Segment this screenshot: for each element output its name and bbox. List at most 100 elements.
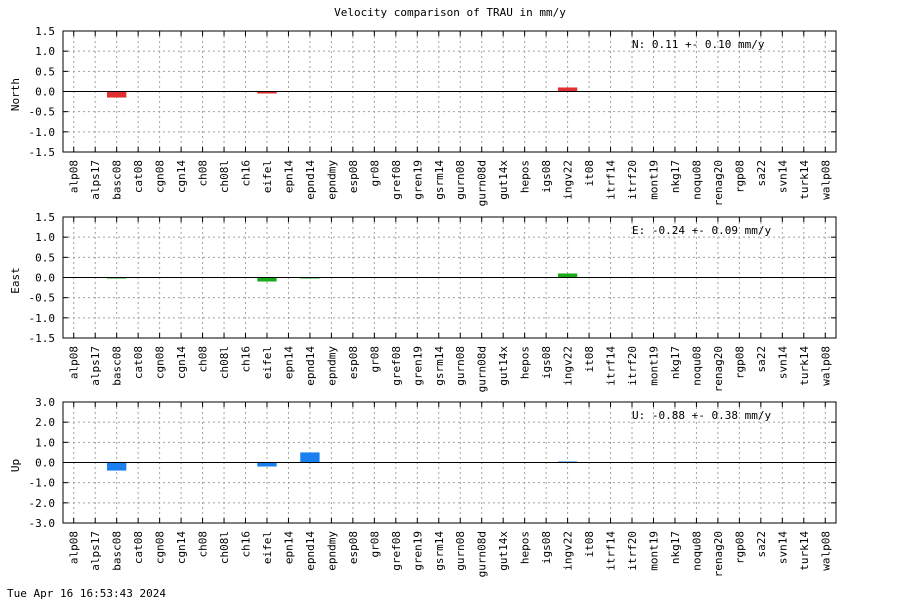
x-tick-label: ingv22: [562, 346, 575, 386]
x-tick-label: walp08: [819, 160, 832, 200]
y-axis-label: East: [9, 267, 22, 294]
x-tick-label: itrf14: [605, 346, 618, 386]
x-tick-label: itrf14: [605, 531, 618, 571]
x-tick-label: gref08: [390, 346, 403, 386]
x-tick-label: gren19: [411, 531, 424, 571]
x-tick-label: igs08: [540, 346, 553, 379]
x-tick-label: epn14: [282, 531, 295, 564]
x-tick-label: renag20: [712, 346, 725, 392]
x-tick-label: alp08: [68, 160, 81, 193]
x-tick-label: basc08: [111, 346, 124, 386]
x-tick-label: renag20: [712, 531, 725, 577]
east-panel: -1.5 -1.0 -0.5 0.0 0.5 1.0 1.5 alp08 alps17 basc0…: [9, 211, 837, 392]
x-tick-label: ch08: [197, 160, 210, 187]
y-tick-label: -1.0: [29, 477, 56, 490]
bar-eifel: [257, 462, 277, 467]
x-tick-label: it08: [583, 531, 596, 558]
bar-eifel: [257, 277, 277, 282]
x-tick-label: ch08l: [218, 531, 231, 564]
x-tick-label: alps17: [89, 160, 102, 200]
up-panel: -3.0 -2.0 -1.0 0.0 1.0 2.0 3.0 alp08 alps17 basc0…: [9, 396, 837, 577]
x-tick-label: gr08: [368, 160, 381, 187]
y-tick-label: -1.5: [29, 332, 56, 345]
x-tick-label: sa22: [755, 346, 768, 373]
x-tick-label: epnd14: [304, 160, 317, 200]
x-tick-label: cgn08: [154, 160, 167, 193]
x-tick-label: turk14: [798, 160, 811, 200]
bar-ingv22: [557, 273, 578, 278]
velocity-annotation: U: -0.88 +- 0.38 mm/y: [632, 409, 771, 422]
x-tick-label: ch08: [197, 346, 210, 373]
x-tick-label: esp08: [347, 160, 360, 193]
x-tick-label: gren19: [411, 160, 424, 200]
x-tick-label: cat08: [132, 531, 145, 564]
y-tick-label: -0.5: [29, 292, 56, 305]
x-tick-label: nkg17: [669, 531, 682, 564]
x-tick-label: mont19: [647, 160, 660, 200]
x-tick-label: gurn08: [454, 160, 467, 200]
x-tick-label: cgn14: [175, 531, 188, 564]
velocity-annotation: E: -0.24 +- 0.09 mm/y: [632, 224, 771, 237]
x-tick-label: ch16: [240, 346, 253, 373]
x-tick-label: sa22: [755, 160, 768, 187]
y-tick-label: -1.5: [29, 146, 56, 159]
y-axis-label: North: [9, 78, 22, 111]
x-tick-label: gsrm14: [433, 160, 446, 200]
x-tick-label: epndmy: [325, 346, 338, 386]
x-tick-label: gurn08: [454, 531, 467, 571]
y-tick-label: 1.0: [35, 436, 55, 449]
x-tick-label: alp08: [68, 531, 81, 564]
x-tick-label: alps17: [89, 531, 102, 571]
x-tick-label: gut14x: [497, 531, 510, 571]
x-tick-label: esp08: [347, 346, 360, 379]
x-tick-label: cgn08: [154, 531, 167, 564]
x-tick-label: epn14: [282, 160, 295, 193]
x-tick-label: epndmy: [325, 160, 338, 200]
x-tick-label: epn14: [282, 346, 295, 379]
x-tick-label: basc08: [111, 160, 124, 200]
x-tick-label: epnd14: [304, 531, 317, 571]
x-tick-label: epnd14: [304, 346, 317, 386]
y-tick-label: 0.0: [35, 86, 55, 99]
x-tick-label: gr08: [368, 346, 381, 373]
bar-ingv22: [557, 461, 578, 463]
x-tick-label: ch16: [240, 531, 253, 558]
x-tick-label: eifel: [261, 160, 274, 193]
y-tick-label: -3.0: [29, 517, 56, 530]
bar-eifel: [257, 91, 277, 94]
y-tick-label: 1.5: [35, 25, 55, 38]
x-tick-label: gref08: [390, 531, 403, 571]
x-tick-label: alps17: [89, 346, 102, 386]
x-tick-label: ch08l: [218, 160, 231, 193]
y-tick-label: 0.0: [35, 272, 55, 285]
y-tick-label: 2.0: [35, 416, 55, 429]
x-tick-label: gurn08d: [476, 160, 489, 206]
x-tick-label: itrf20: [626, 531, 639, 571]
y-tick-label: -1.0: [29, 312, 56, 325]
chart-title: Velocity comparison of TRAU in mm/y: [334, 6, 566, 19]
x-tick-label: it08: [583, 346, 596, 373]
x-tick-label: nkg17: [669, 346, 682, 379]
x-tick-label: turk14: [798, 531, 811, 571]
x-tick-label: ch08: [197, 531, 210, 558]
bar-basc08: [107, 91, 127, 98]
x-tick-label: gurn08d: [476, 531, 489, 577]
x-tick-label: gsrm14: [433, 531, 446, 571]
x-tick-label: ingv22: [562, 160, 575, 200]
x-tick-label: eifel: [261, 346, 274, 379]
x-tick-label: turk14: [798, 346, 811, 386]
north-panel: -1.5 -1.0 -0.5 0.0 0.5 1.0 1.5 alp08 alps17 basc0…: [9, 25, 837, 206]
x-tick-label: basc08: [111, 531, 124, 571]
x-tick-label: cgn14: [175, 160, 188, 193]
x-tick-label: mont19: [647, 346, 660, 386]
x-tick-label: svn14: [776, 531, 789, 564]
bar-ingv22: [557, 87, 578, 92]
x-tick-label: gref08: [390, 160, 403, 200]
velocity-annotation: N: 0.11 +- 0.10 mm/y: [632, 38, 765, 51]
x-tick-label: mont19: [647, 531, 660, 571]
x-tick-label: svn14: [776, 346, 789, 379]
y-tick-label: -1.0: [29, 126, 56, 139]
x-tick-label: alp08: [68, 346, 81, 379]
x-tick-label: eifel: [261, 531, 274, 564]
